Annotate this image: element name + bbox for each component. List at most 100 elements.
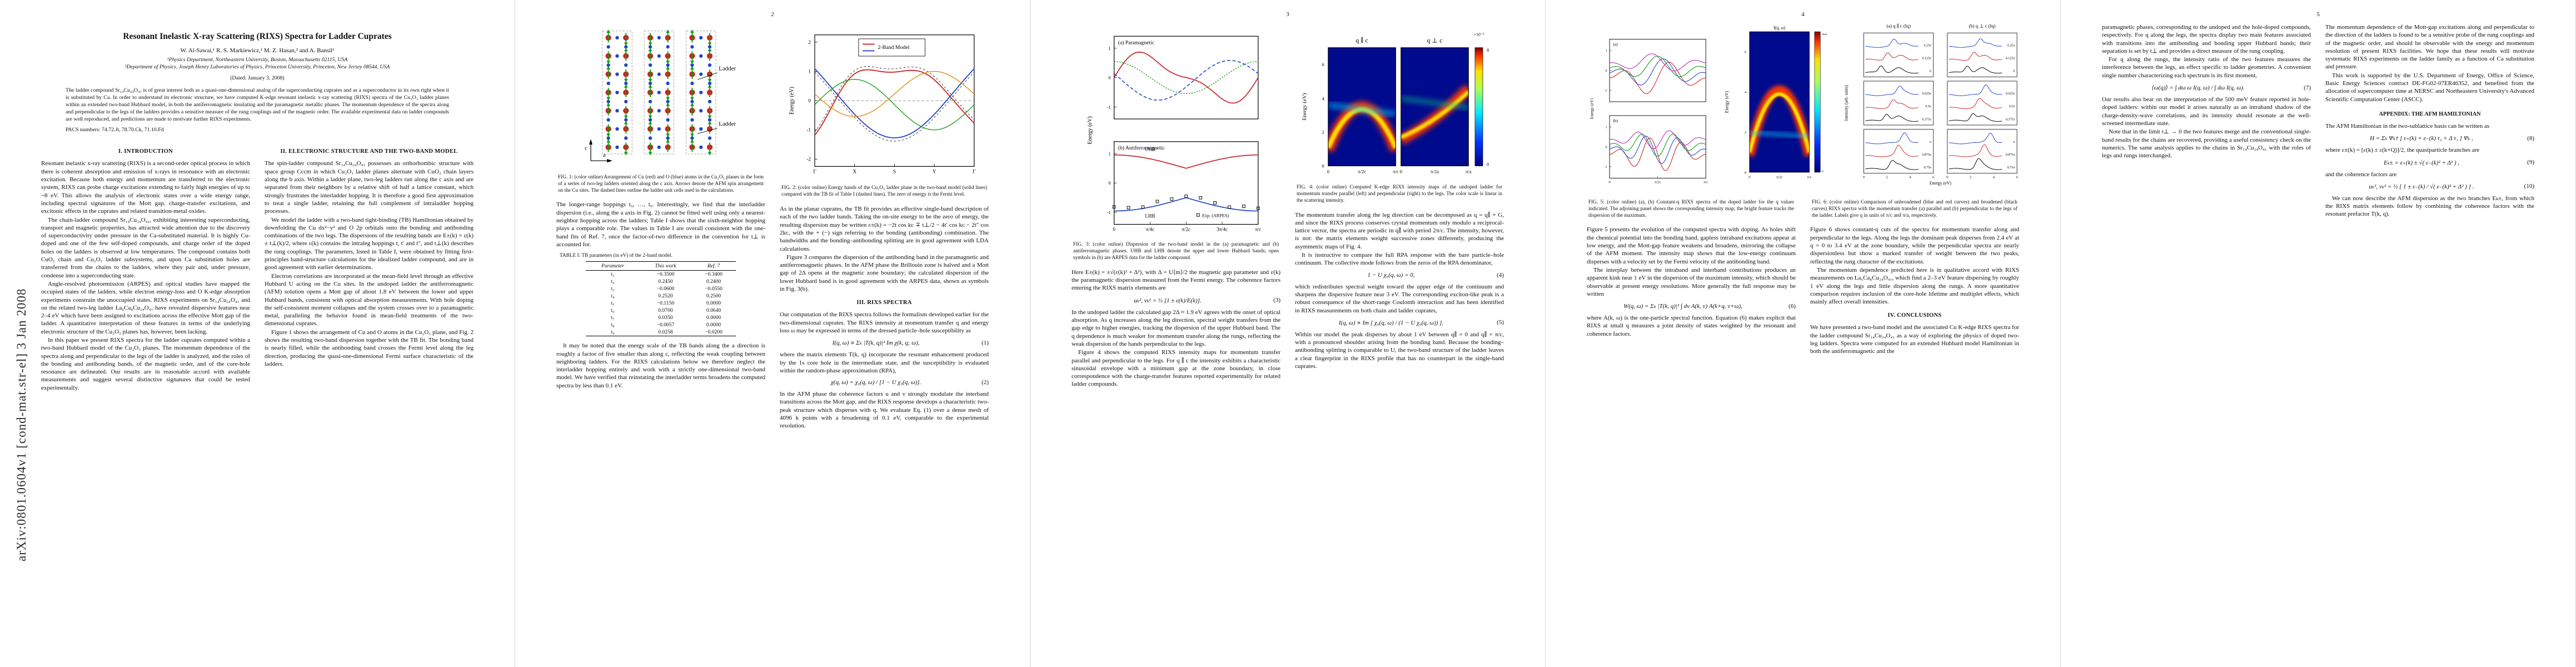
svg-text:0.875π: 0.875π	[1922, 153, 1931, 157]
table-cell: −0.0200	[691, 328, 736, 337]
svg-text:0: 0	[1606, 146, 1607, 150]
affiliation: ²Department of Physics, Joseph Henry Lab…	[124, 64, 390, 71]
svg-text:π/c: π/c	[1393, 168, 1399, 174]
equation-number: (1)	[981, 339, 989, 346]
svg-text:0: 0	[1606, 69, 1607, 73]
table-cell: 0.0640	[706, 307, 721, 314]
section-heading: III. RIXS SPECTRA	[856, 300, 912, 306]
svg-text:2: 2	[1886, 175, 1888, 179]
appendix-heading: APPENDIX: THE AFM HAMILTONIAN	[2379, 111, 2481, 117]
equation-number: (10)	[2524, 183, 2534, 190]
svg-text:Exp. (ARPES): Exp. (ARPES)	[1202, 213, 1229, 218]
table-row: t₅ −0.1150 0.0000	[586, 300, 736, 307]
page-3: 3 (a) Paramagnetic -1 0 1 (b) Antiferromagnet…	[1030, 0, 1546, 667]
section-heading: I. INTRODUCTION	[118, 148, 173, 155]
svg-text:π/c: π/c	[1703, 181, 1708, 185]
table-header-cell: This work	[640, 261, 691, 271]
table-cell: 0.2450	[658, 278, 673, 285]
equation-body: 1 − U χ₀(q, ω) = 0,	[1367, 271, 1415, 278]
svg-text:π/a: π/a	[1466, 168, 1472, 174]
svg-text:LHB: LHB	[1145, 213, 1155, 219]
paragraph: where ε±(k) = [ε(k) ± ε(k+Q)]/2, the qua…	[2325, 147, 2480, 154]
svg-text:Energy (eV): Energy (eV)	[1930, 181, 1951, 186]
svg-text:0: 0	[1608, 181, 1611, 185]
svg-text:2-Band Model: 2-Band Model	[878, 44, 909, 51]
equation-body: χ(q, ω) = χ₀(q, ω) / [1 − U χ₀(q, ω)].	[830, 379, 921, 386]
svg-text:q ∥ c: q ∥ c	[1356, 37, 1368, 44]
svg-text:4: 4	[1744, 91, 1746, 94]
column-2: q ∥ c 0 π/2c π/c q ⊥ c 0 π/2a π/a 0 2 4 6 Energy (eV…	[1295, 23, 1504, 371]
table-cell: 0.0000	[706, 300, 721, 307]
figure-fig3: (a) Paramagnetic -1 0 1 (b) Antiferromagneti…	[1072, 26, 1280, 239]
figure-caption: FIG. 2: (color online) Energy bands of t…	[781, 185, 987, 198]
svg-text:0.875π: 0.875π	[2006, 153, 2015, 157]
equation: I(q, ω) ∝ Im [ χ₀(q, ω) / (1 − U χ₀(q, ω…	[1295, 319, 1504, 326]
svg-text:π/2a: π/2a	[1431, 168, 1439, 174]
paragraph: Resonant inelastic x-ray scattering (RIX…	[41, 160, 250, 215]
equation-body: uₖ², vₖ² = ½ [1 ± ε(k)/E(k)].	[1134, 297, 1202, 304]
svg-text:4: 4	[1909, 175, 1911, 179]
table-cell: t₇	[611, 315, 615, 321]
columns: paramagnetic phases, corresponding to th…	[2102, 23, 2534, 219]
page-5: 5 paramagnetic phases, corresponding to t…	[2061, 0, 2576, 667]
equation: uₖ², vₖ² = ½ [ 1 ± ε₋(k) / √( ε₋(k)² + Δ…	[2325, 183, 2534, 190]
abstract: The ladder compound Sr₁₄Cu₂₄O₄₁ is of gr…	[66, 87, 449, 122]
affiliation: ¹Physics Department, Northeastern Univer…	[167, 57, 348, 63]
page-4: 4 (a) -1 0 1 (b) -1 0 1 Energy (eV) 0 π/2c π/c I(q, ω…	[1546, 0, 2061, 667]
figure-fig2: -2 -1 0 1 2 Energy (eV) Γ X S Y Γ 2-Band Model	[780, 26, 989, 182]
equation: H = Σₖ Ψₖ† [ ε₊(k) + ε₋(k) τ₃ + Δ τ₁ ] Ψ…	[2325, 135, 2534, 142]
paragraph: paramagnetic phases, corresponding to th…	[2102, 24, 2311, 54]
svg-text:6: 6	[1744, 51, 1746, 54]
svg-text:0: 0	[1322, 163, 1324, 168]
svg-text:(a) Paramagnetic: (a) Paramagnetic	[1118, 40, 1154, 46]
svg-text:π/2c: π/2c	[1358, 168, 1366, 174]
table-cell: 0.0000	[706, 315, 721, 321]
table-caption: TABLE I: TB parameters (in eV) of the 2-…	[560, 253, 673, 259]
svg-text:0.5π: 0.5π	[1925, 105, 1931, 108]
svg-text:Ladder: Ladder	[719, 65, 736, 72]
table-cell: 0.0350	[658, 315, 673, 321]
equation-body: I(q, ω) ∝ Σₖ |T(k, q)|² Im χ(k, q; ω),	[832, 340, 920, 347]
table-row: t₄ 0.2520 0.2500	[586, 292, 736, 300]
paragraph: As in the planar cuprates, the TB fit pr…	[780, 206, 989, 252]
column-2: The momentum dependence of the Mott-gap …	[2325, 23, 2534, 219]
table-cell: 0.2520	[658, 293, 673, 300]
figure-fig1: Ladder Ladder c a	[556, 26, 765, 172]
paragraph: The spin-ladder compound Sr₁₄Cu₂₄O₄₁ pos…	[265, 160, 474, 215]
paragraph: In the AFM phase the coherence factors u…	[780, 391, 989, 430]
table-row: t₂ 0.2450 0.2400	[586, 278, 736, 285]
equation-body: I(q, ω) ∝ Im [ χ₀(q, ω) / (1 − U χ₀(q, ω…	[1338, 319, 1444, 326]
column-1: I. INTRODUCTION Resonant inelastic x-ray …	[41, 142, 250, 392]
svg-text:0: 0	[1113, 227, 1115, 232]
section-heading: IV. CONCLUSIONS	[1887, 312, 1942, 319]
figure-caption: FIG. 5: (color online) (a), (b) Constant…	[1588, 199, 1794, 218]
paragraph: The momentum dependence of the Mott-gap …	[2325, 24, 2534, 71]
table-cell: t₈	[611, 322, 615, 328]
svg-text:Energy (eV): Energy (eV)	[1590, 98, 1595, 119]
svg-text:Γ: Γ	[973, 168, 976, 175]
figure-fig5a: (a) -1 0 1 (b) -1 0 1 Energy (eV) 0 π/2c π/c	[1587, 32, 1712, 190]
paragraph: In the undoped ladder the calculated gap…	[1072, 308, 1280, 347]
svg-text:6: 6	[1932, 175, 1935, 179]
section-heading: II. ELECTRONIC STRUCTURE AND THE TWO-BAN…	[280, 148, 458, 155]
svg-text:max: max	[1822, 33, 1827, 36]
svg-text:0.625π: 0.625π	[1922, 92, 1931, 96]
equation-number: (8)	[2527, 135, 2534, 142]
svg-text:0: 0	[1744, 171, 1746, 175]
svg-text:0.375π: 0.375π	[1922, 118, 1931, 121]
svg-text:0: 0	[1487, 162, 1489, 167]
columns: I. INTRODUCTION Resonant inelastic x-ray …	[41, 142, 474, 392]
table-cell: t₄	[611, 293, 615, 300]
table-cell: 0.2400	[706, 278, 721, 285]
svg-text:4: 4	[1322, 96, 1324, 101]
paragraph: Our results also bear on the interpretat…	[2102, 96, 2311, 127]
parameters-table: Parameter This work Ref. 7 t₁ −0.3500 −0.3400…	[585, 261, 736, 337]
svg-text:-1: -1	[1107, 104, 1110, 109]
svg-text:0.5π: 0.5π	[2009, 105, 2015, 108]
fig1-graphic: Ladder Ladder c a	[585, 29, 736, 163]
svg-text:1: 1	[808, 68, 810, 74]
svg-text:(b) q ⊥ c (Iq): (b) q ⊥ c (Iq)	[1969, 23, 1995, 29]
figure-caption: FIG. 1: (color online) Arrangement of Cu…	[558, 174, 764, 193]
columns: FIG. 5: (color online) (a), (b) Constant…	[1587, 197, 2019, 356]
